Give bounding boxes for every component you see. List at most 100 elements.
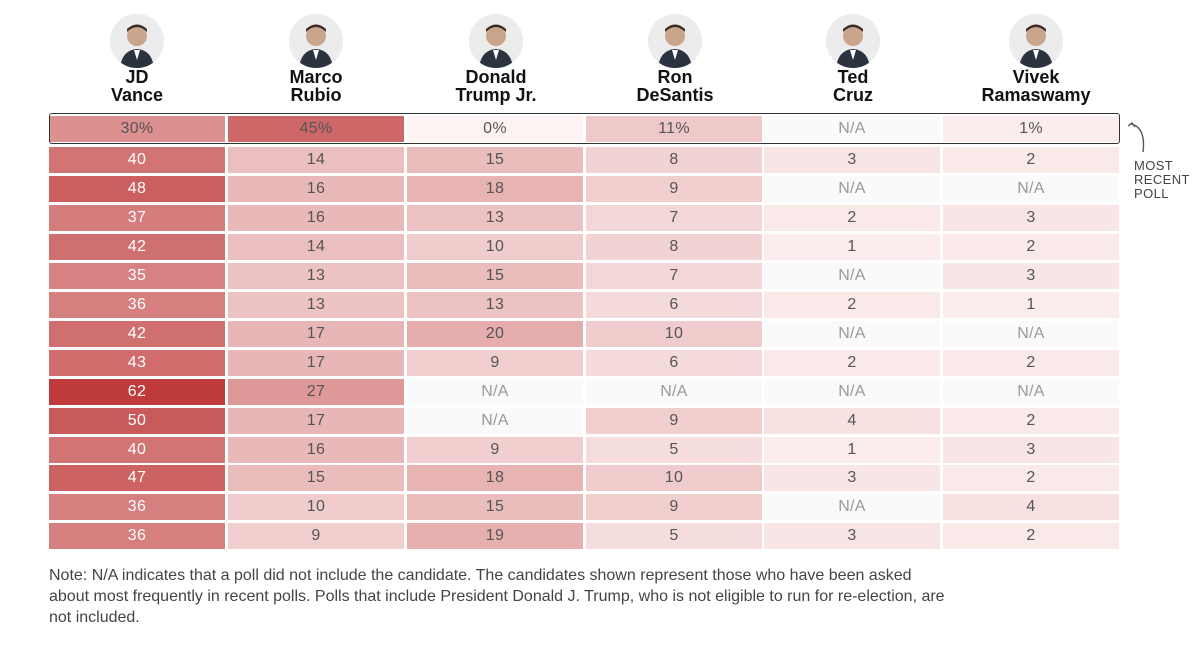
candidate-last-name: Trump Jr.	[455, 85, 537, 105]
poll-cell: 3	[764, 465, 940, 491]
poll-cell: 10	[586, 465, 762, 491]
poll-cell: 62	[49, 379, 225, 405]
poll-cell: 42	[49, 234, 225, 260]
poll-cell: 47	[49, 465, 225, 491]
poll-cell: 9	[407, 350, 583, 376]
poll-cell: 3	[943, 437, 1119, 463]
candidate-last-name: Rubio	[290, 85, 342, 105]
poll-cell: 6	[586, 292, 762, 318]
poll-cell: 20	[407, 321, 583, 347]
poll-cell: 2	[764, 350, 940, 376]
poll-cell: 13	[407, 292, 583, 318]
poll-cell: 36	[49, 523, 225, 549]
poll-cell: 5	[586, 437, 762, 463]
poll-cell: 2	[943, 408, 1119, 434]
poll-cell: N/A	[407, 379, 583, 405]
candidate-name: Marco Rubio	[228, 68, 404, 104]
poll-cell: 1	[764, 234, 940, 260]
candidate-first-name: Donald	[465, 67, 527, 87]
candidate-name: Ron DeSantis	[587, 68, 763, 104]
footnote: Note: N/A indicates that a poll did not …	[49, 567, 945, 626]
poll-cell: N/A	[407, 408, 583, 434]
poll-cell: 13	[407, 205, 583, 231]
poll-cell: 7	[586, 263, 762, 289]
poll-cell: N/A	[764, 494, 940, 520]
poll-cell: 9	[228, 523, 404, 549]
candidate-header-4: Ted Cruz	[765, 14, 941, 104]
candidate-last-name: Cruz	[833, 85, 873, 105]
poll-cell: 4	[943, 494, 1119, 520]
jd-vance-portrait-icon	[110, 14, 164, 68]
recent-poll-cell: 1%	[943, 116, 1119, 142]
poll-cell: 17	[228, 321, 404, 347]
recent-poll-cell: N/A	[764, 116, 940, 142]
poll-cell: N/A	[764, 263, 940, 289]
poll-cell: 9	[586, 494, 762, 520]
candidate-first-name: Ron	[657, 67, 693, 87]
candidate-name: Donald Trump Jr.	[408, 68, 584, 104]
poll-cell: 15	[407, 263, 583, 289]
poll-cell: 2	[943, 465, 1119, 491]
recent-poll-cell: 0%	[407, 116, 583, 142]
poll-cell: 16	[228, 176, 404, 202]
candidate-last-name: Vance	[110, 85, 164, 105]
poll-cell: 15	[407, 494, 583, 520]
candidate-header-2: Donald Trump Jr.	[408, 14, 584, 104]
poll-cell: 15	[407, 147, 583, 173]
recent-label-line-3: POLL	[1134, 186, 1169, 201]
poll-cell: 43	[49, 350, 225, 376]
candidate-last-name: DeSantis	[636, 85, 714, 105]
recent-poll-cell: 11%	[586, 116, 762, 142]
poll-cell: 9	[407, 437, 583, 463]
curved-arrow-icon	[1127, 122, 1145, 153]
poll-cell: 3	[943, 205, 1119, 231]
poll-cell: 2	[943, 234, 1119, 260]
poll-cell: 13	[228, 292, 404, 318]
poll-cell: 6	[586, 350, 762, 376]
poll-cell: N/A	[943, 176, 1119, 202]
recent-label-line-1: MOST	[1134, 158, 1174, 173]
poll-cell: N/A	[764, 379, 940, 405]
poll-cell: 17	[228, 350, 404, 376]
poll-cell: 2	[943, 350, 1119, 376]
poll-cell: N/A	[943, 379, 1119, 405]
candidate-first-name: Vivek	[1012, 67, 1060, 87]
poll-cell: 8	[586, 147, 762, 173]
donald-trump-jr-portrait-icon	[469, 14, 523, 68]
poll-cell: 36	[49, 292, 225, 318]
candidate-first-name: Ted	[837, 67, 869, 87]
poll-cell: 36	[49, 494, 225, 520]
recent-poll-cell: 30%	[49, 116, 225, 142]
candidate-name: Vivek Ramaswamy	[948, 68, 1124, 104]
poll-cell: 13	[228, 263, 404, 289]
poll-cell: 18	[407, 176, 583, 202]
poll-cell: 9	[586, 408, 762, 434]
candidate-first-name: Marco	[289, 67, 343, 87]
poll-cell: 2	[943, 147, 1119, 173]
poll-cell: 8	[586, 234, 762, 260]
poll-cell: 37	[49, 205, 225, 231]
poll-cell: 10	[407, 234, 583, 260]
most-recent-poll-label: MOST RECENT POLL	[1134, 159, 1190, 201]
marco-rubio-portrait-icon	[289, 14, 343, 68]
poll-cell: N/A	[764, 176, 940, 202]
poll-cell: 14	[228, 147, 404, 173]
vivek-ramaswamy-portrait-icon	[1009, 14, 1063, 68]
poll-cell: 9	[586, 176, 762, 202]
poll-cell: 16	[228, 205, 404, 231]
candidate-name: Ted Cruz	[765, 68, 941, 104]
poll-cell: 1	[943, 292, 1119, 318]
poll-cell: 35	[49, 263, 225, 289]
poll-cell: 7	[586, 205, 762, 231]
poll-cell: 27	[228, 379, 404, 405]
poll-cell: 18	[407, 465, 583, 491]
poll-cell: 4	[764, 408, 940, 434]
recent-label-line-2: RECENT	[1134, 172, 1190, 187]
poll-cell: 17	[228, 408, 404, 434]
poll-cell: 2	[943, 523, 1119, 549]
candidate-header-5: Vivek Ramaswamy	[948, 14, 1124, 104]
poll-cell: 3	[764, 523, 940, 549]
poll-cell: N/A	[764, 321, 940, 347]
poll-cell: 10	[586, 321, 762, 347]
